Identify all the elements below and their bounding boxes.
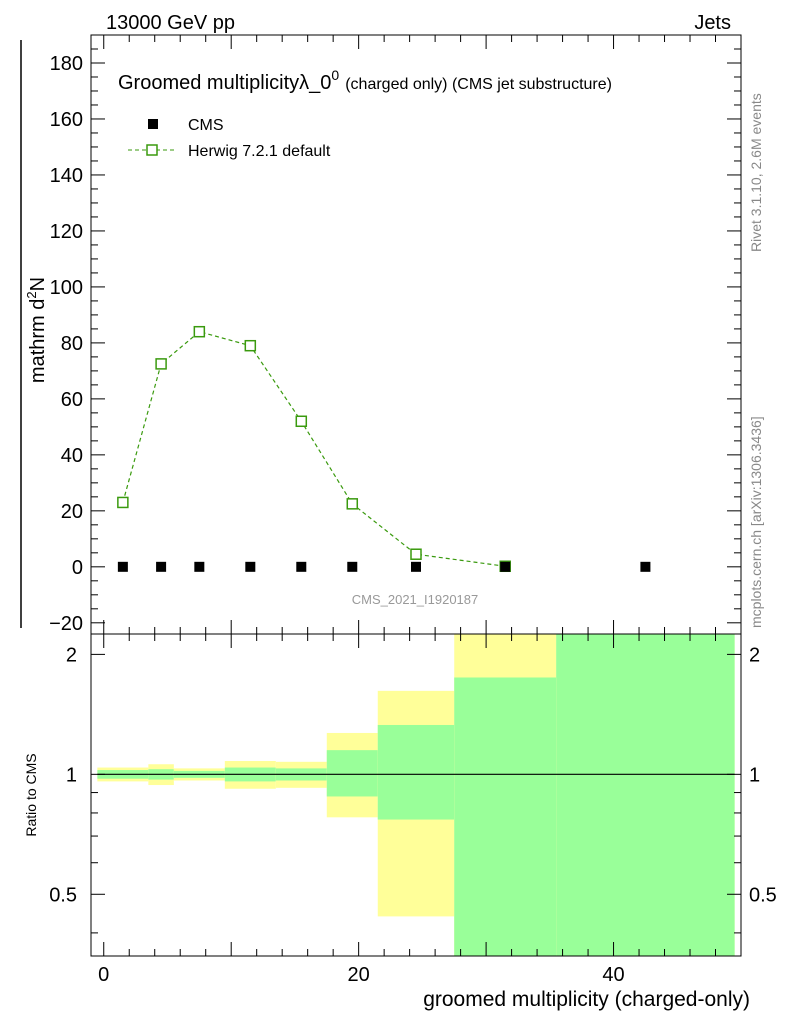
ratio-ytick-label: 0.5 (49, 884, 77, 906)
x-tick-label: 40 (602, 964, 624, 986)
ratio-y-axis-label: Ratio to CMS (23, 753, 39, 836)
mc-point (410, 548, 422, 560)
chart-title-paren: (charged only) (CMS jet substructure) (345, 76, 612, 93)
chart-title: Groomed multiplicityλ_00 (charged only) (… (118, 67, 612, 94)
cms-point (194, 561, 205, 572)
legend-cms-label: CMS (188, 117, 224, 134)
ylabel-fraction-top: mathrm d2N (24, 277, 49, 383)
chart-title-sup: 0 (331, 67, 339, 83)
header-energy-label: 13000 GeV pp (106, 12, 235, 34)
mc-point (193, 325, 206, 338)
mc-series-line (122, 331, 506, 567)
cms-point (347, 561, 358, 572)
mc-point (346, 498, 359, 510)
watermark-label: CMS_2021_I1920187 (352, 592, 479, 607)
main-ylabel: mathrm d2N (20, 40, 49, 628)
header-process-label: Jets (694, 12, 731, 34)
legend-cms-marker (148, 119, 158, 129)
cms-point (411, 561, 421, 572)
ratio-frame (90, 633, 742, 957)
legend-mc-label: Herwig 7.2.1 default (188, 143, 331, 160)
chart-title-main: Groomed multiplicity (118, 72, 299, 94)
ratio-band-green-7 (454, 677, 557, 956)
ratio-ytick-label: 2 (66, 644, 77, 666)
mc-point (117, 496, 129, 509)
cms-point (640, 561, 651, 572)
ratio-ytick-label-right: 1 (749, 764, 760, 786)
x-tick-label: 0 (98, 964, 109, 986)
cms-point (245, 561, 256, 572)
chart-title-lambda: λ_0 (299, 72, 331, 94)
ratio-band-green-6 (377, 724, 455, 820)
legend-mc-marker (146, 144, 158, 156)
ratio-ytick-label-right: 2 (749, 644, 760, 666)
mcplots-label: mcplots.cern.ch [arXiv:1306.3436] (748, 416, 764, 628)
cms-point (117, 561, 128, 572)
cms-point (156, 561, 167, 572)
ylabel-sup: 2 (24, 291, 39, 298)
main-ytick-label: 140 (50, 165, 83, 187)
main-ytick-label: 180 (50, 53, 83, 75)
main-ytick-label: 60 (61, 389, 83, 411)
main-ytick-label: −20 (49, 613, 83, 635)
ylabel-N: N (27, 277, 49, 291)
ratio-ytick-label: 1 (66, 764, 77, 786)
main-ytick-label: 40 (61, 445, 83, 467)
x-axis-label: groomed multiplicity (charged-only) (423, 988, 750, 1011)
main-ytick-label: 20 (61, 501, 83, 523)
cms-point (500, 561, 511, 572)
ratio-band-green-8 (556, 634, 735, 956)
ratio-ytick-label-right: 0.5 (749, 884, 777, 906)
mc-point (244, 339, 257, 352)
ratio-panel: 0 20 40 0.5 0.5 1 1 2 2 (49, 633, 777, 986)
cms-point (296, 561, 307, 572)
main-ytick-label: 120 (50, 221, 83, 243)
main-panel: −20 0 20 40 60 80 100 120 140 160 180 Groomed multi… (49, 34, 742, 635)
mc-point (155, 358, 167, 370)
mc-point (295, 415, 308, 428)
main-ytick-label: 100 (50, 277, 83, 299)
main-ytick-label: 160 (50, 109, 83, 131)
rivet-version-label: Rivet 3.1.10, 2.6M events (748, 93, 764, 252)
main-ytick-label: 0 (72, 557, 83, 579)
x-tick-label: 20 (348, 964, 370, 986)
ratio-band-green-5 (326, 750, 378, 797)
main-ytick-label: 80 (61, 333, 83, 355)
